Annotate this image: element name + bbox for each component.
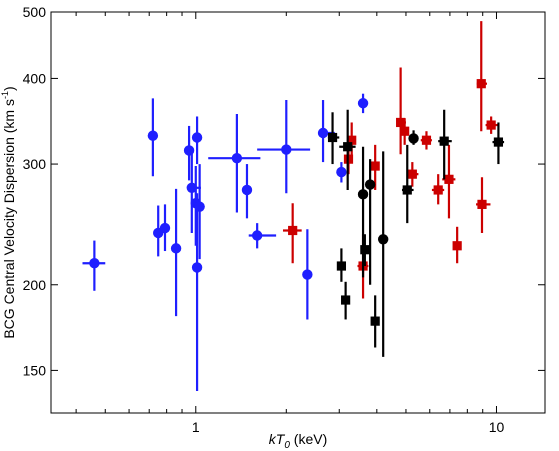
- data-point: [360, 245, 370, 255]
- data-point: [408, 133, 419, 144]
- y-axis-label-main: BCG Central Velocity Dispersion (km s: [1, 99, 17, 339]
- data-point: [194, 201, 205, 212]
- data-point: [444, 174, 454, 184]
- data-point: [421, 135, 432, 145]
- data-point: [241, 184, 253, 196]
- data-point: [400, 126, 410, 136]
- y-tick-label: 200: [23, 277, 47, 293]
- y-axis-label-superscript: -1: [0, 91, 10, 99]
- y-tick-label: 150: [23, 362, 47, 378]
- data-point: [317, 127, 329, 139]
- x-axis-label-unit: (keV): [290, 431, 327, 447]
- data-point: [433, 185, 443, 195]
- x-axis-label: kT0 (keV): [269, 431, 327, 451]
- data-point: [159, 222, 171, 234]
- data-point: [302, 269, 313, 280]
- data-point: [357, 189, 369, 200]
- data-point: [231, 152, 243, 164]
- data-point: [89, 258, 100, 269]
- x-axis-label-italic: kT: [269, 431, 286, 447]
- data-point: [191, 262, 203, 273]
- y-tick-label: 400: [23, 70, 47, 86]
- y-tick-label: 500: [23, 4, 47, 20]
- data-point: [493, 137, 504, 147]
- data-point: [341, 295, 351, 305]
- plot-frame: [50, 11, 546, 414]
- data-point: [336, 166, 347, 178]
- data-point: [191, 132, 203, 143]
- data-point: [452, 241, 462, 251]
- data-point: [343, 142, 353, 152]
- tick-labels: 1 10 150 200 300 400 500: [23, 4, 505, 435]
- y-axis-label-close: ): [1, 86, 17, 91]
- data-point: [396, 117, 406, 128]
- data-point: [281, 144, 292, 155]
- data-point: [370, 316, 380, 326]
- data-point: [439, 136, 449, 146]
- data-point: [476, 79, 486, 89]
- data-point: [336, 261, 347, 271]
- data-point: [327, 132, 338, 143]
- data-point: [370, 161, 380, 171]
- data-point: [407, 169, 417, 179]
- data-point: [377, 234, 389, 245]
- data-point: [251, 230, 263, 241]
- x-tick-label: 10: [489, 419, 505, 435]
- data-point: [402, 185, 412, 195]
- data-point: [477, 199, 487, 209]
- data-point: [186, 182, 198, 194]
- x-tick-label: 1: [192, 419, 200, 435]
- series-2: [327, 109, 505, 348]
- data-marks: [82, 21, 505, 391]
- data-point: [147, 130, 159, 141]
- data-point: [347, 135, 357, 145]
- data-point: [486, 120, 496, 130]
- data-point: [288, 225, 298, 236]
- series-3: [357, 130, 419, 357]
- data-point: [170, 243, 182, 254]
- data-point: [364, 179, 376, 190]
- data-point: [357, 98, 369, 109]
- series-0: [82, 93, 369, 391]
- axis-ticks: [51, 11, 545, 413]
- x-axis-label-subscript: 0: [284, 440, 290, 451]
- y-tick-label: 300: [23, 156, 47, 172]
- y-axis-label: BCG Central Velocity Dispersion (km s-1): [0, 86, 17, 338]
